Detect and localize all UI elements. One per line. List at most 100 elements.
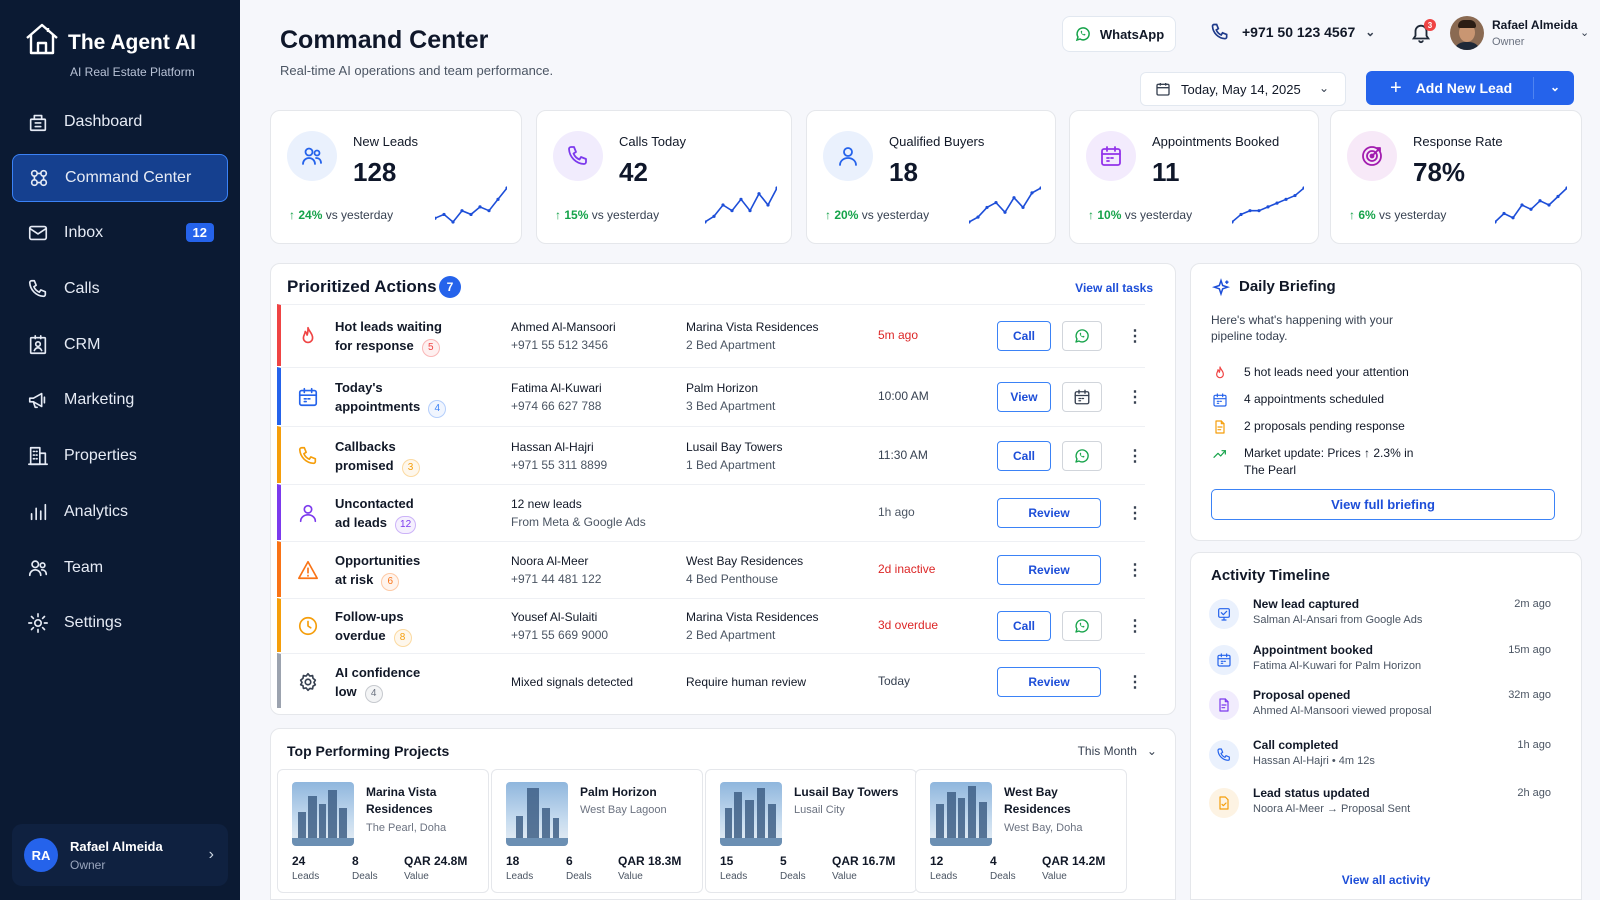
- more-options-icon[interactable]: ⋮: [1127, 447, 1143, 465]
- sparkline-point: [1511, 216, 1515, 220]
- view-full-briefing-button[interactable]: View full briefing: [1211, 489, 1555, 520]
- timeline-title: New lead captured: [1253, 597, 1360, 611]
- briefing-item: Market update: Prices ↑ 2.3% in The Pear…: [1211, 445, 1434, 479]
- kpi-card-qualified-buyers[interactable]: Qualified Buyers 18 ↑ 20% vs yesterday: [806, 110, 1056, 244]
- kpi-card-response-rate[interactable]: Response Rate 78% ↑ 6% vs yesterday: [1330, 110, 1582, 244]
- more-options-icon[interactable]: ⋮: [1127, 673, 1143, 691]
- more-options-icon[interactable]: ⋮: [1127, 389, 1143, 406]
- contact-phone: +971 55 669 9000: [511, 628, 609, 642]
- action-row[interactable]: Follow-ups overdue 8 Yousef Al-Sulaiti +971 …: [277, 598, 1145, 652]
- review-button[interactable]: Review: [997, 498, 1101, 528]
- timeline-item[interactable]: Lead status updated Noora Al-Meer → Propo…: [1209, 786, 1559, 826]
- project-location: Lusail City: [794, 804, 845, 816]
- timeline-item[interactable]: Appointment booked Fatima Al-Kuwari for P…: [1209, 643, 1559, 683]
- action-contact: Mixed signals detected: [511, 673, 633, 691]
- chevron-down-icon[interactable]: ⌄: [1549, 80, 1560, 94]
- sidebar-item-dashboard[interactable]: Dashboard: [12, 98, 228, 146]
- action-row[interactable]: Opportunities at risk 6 Noora Al-Meer +971 4…: [277, 541, 1145, 597]
- header-user-name: Rafael Almeida: [1492, 18, 1578, 32]
- whatsapp-button[interactable]: [1062, 611, 1102, 641]
- sparkline-point: [994, 200, 998, 205]
- sparkline-point: [1293, 193, 1297, 198]
- sparkline-point: [1039, 186, 1041, 190]
- date-picker[interactable]: Today, May 14, 2025 ⌄: [1140, 72, 1346, 106]
- kpi-value: 78%: [1413, 157, 1466, 187]
- sparkline: [1495, 186, 1567, 224]
- sparkline-point: [442, 212, 446, 217]
- more-options-icon[interactable]: ⋮: [1127, 505, 1143, 522]
- action-row[interactable]: Today's appointments 4 Fatima Al-Kuwari +974…: [277, 367, 1145, 425]
- more-options-icon[interactable]: ⋮: [1127, 562, 1143, 579]
- action-category: Today's appointments 4: [335, 378, 485, 418]
- action-time: 10:00 AM: [878, 389, 929, 403]
- action-count-badge: 12: [395, 516, 417, 534]
- call-button[interactable]: Call: [997, 611, 1051, 641]
- project-card[interactable]: Lusail Bay Towers Lusail City 15 Leads 5 Deal…: [705, 769, 917, 893]
- calendar-button[interactable]: [1062, 382, 1102, 412]
- view-all-tasks-link[interactable]: View all tasks: [1075, 281, 1153, 295]
- sparkline-point: [1284, 197, 1288, 201]
- add-new-lead-button[interactable]: + Add New Lead ⌄: [1366, 71, 1574, 105]
- kpi-change-suffix: vs yesterday: [861, 208, 930, 222]
- sparkle-icon: [1211, 278, 1231, 298]
- review-button[interactable]: Review: [997, 666, 1101, 697]
- action-property: Lusail Bay Towers 1 Bed Apartment: [686, 438, 783, 474]
- sidebar-item-settings[interactable]: Settings: [12, 599, 228, 647]
- whatsapp-button[interactable]: WhatsApp: [1062, 16, 1176, 52]
- dashboard-icon: [26, 110, 50, 134]
- whatsapp-button[interactable]: [1062, 321, 1102, 351]
- chevron-down-icon[interactable]: ⌄: [1580, 27, 1590, 39]
- bar-chart-icon: [26, 500, 50, 524]
- action-row[interactable]: AI confidence low 4 Mixed signals detected R…: [277, 653, 1145, 708]
- activity-timeline-card: Activity Timeline View all activity New …: [1190, 552, 1582, 900]
- action-count-badge: 3: [401, 458, 420, 477]
- action-row[interactable]: Uncontacted ad leads 12 12 new leads From Me…: [277, 484, 1145, 540]
- sidebar-item-inbox[interactable]: Inbox 12: [12, 209, 228, 257]
- kpi-change: 15%: [564, 208, 589, 222]
- sparkline-point: [469, 212, 473, 217]
- sidebar-user-card[interactable]: RA Rafael Almeida Owner ›: [12, 824, 228, 886]
- more-options-icon[interactable]: ⋮: [1127, 328, 1143, 345]
- action-contact: Hassan Al-Hajri +971 55 311 8899: [511, 438, 607, 474]
- project-deals-value: 4: [990, 854, 997, 868]
- project-card[interactable]: West Bay Residences West Bay, Doha 12 Leads…: [915, 769, 1127, 893]
- action-row[interactable]: Hot leads waiting for response 5 Ahmed Al-M…: [277, 304, 1145, 366]
- view-button[interactable]: View: [997, 382, 1051, 412]
- sidebar-item-command-center[interactable]: Command Center: [12, 153, 228, 202]
- view-all-activity-link[interactable]: View all activity: [1341, 873, 1431, 887]
- sidebar-item-team[interactable]: Team: [12, 544, 228, 592]
- fire-icon: [1211, 364, 1229, 382]
- sparkline-point: [505, 186, 507, 190]
- review-button[interactable]: Review: [997, 555, 1101, 585]
- brand[interactable]: The Agent AI AI Real Estate Platform: [24, 22, 224, 82]
- call-button[interactable]: Call: [997, 321, 1051, 351]
- action-row[interactable]: Callbacks promised 3 Hassan Al-Hajri +971 55…: [277, 426, 1145, 483]
- header-user-role: Owner: [1492, 36, 1525, 48]
- sidebar-item-analytics[interactable]: Analytics: [12, 488, 228, 536]
- timeline-item[interactable]: New lead captured Salman Al-Ansari from G…: [1209, 597, 1559, 637]
- more-options-icon[interactable]: ⋮: [1127, 618, 1143, 635]
- header-user-menu[interactable]: Rafael Almeida Owner: [1450, 16, 1578, 50]
- sidebar-item-calls[interactable]: Calls: [12, 265, 228, 313]
- document-icon: [1209, 690, 1239, 720]
- phone-selector[interactable]: +971 50 123 4567 ⌄: [1210, 22, 1375, 42]
- whatsapp-button[interactable]: [1062, 440, 1102, 471]
- kpi-trend: ↑ 10% vs yesterday: [1088, 208, 1192, 222]
- month-filter-dropdown[interactable]: This Month ⌄: [1078, 744, 1157, 758]
- sidebar-item-crm[interactable]: CRM: [12, 321, 228, 369]
- call-button[interactable]: Call: [997, 440, 1051, 471]
- sparkline-point: [1257, 209, 1261, 213]
- sidebar-item-properties[interactable]: Properties: [12, 432, 228, 480]
- chevron-right-icon: ›: [208, 846, 214, 863]
- kpi-card-appointments-booked[interactable]: Appointments Booked 11 ↑ 10% vs yesterday: [1069, 110, 1319, 244]
- sidebar-item-marketing[interactable]: Marketing: [12, 376, 228, 424]
- sidebar: The Agent AI AI Real Estate Platform Das…: [0, 0, 240, 900]
- action-category-line2-wrap: promised 3: [335, 456, 485, 477]
- sparkline-path: [1495, 187, 1567, 223]
- timeline-item[interactable]: Proposal opened Ahmed Al-Mansoori viewed …: [1209, 688, 1559, 728]
- kpi-card-calls-today[interactable]: Calls Today 42 ↑ 15% vs yesterday: [536, 110, 792, 244]
- project-card[interactable]: Palm Horizon West Bay Lagoon 18 Leads 6 Deals…: [491, 769, 703, 893]
- kpi-card-new-leads[interactable]: New Leads 128 ↑ 24% vs yesterday: [270, 110, 522, 244]
- timeline-item[interactable]: Call completed Hassan Al-Hajri • 4m 12s 1h…: [1209, 738, 1559, 778]
- project-card[interactable]: Marina Vista Residences The Pearl, Doha 24…: [277, 769, 489, 893]
